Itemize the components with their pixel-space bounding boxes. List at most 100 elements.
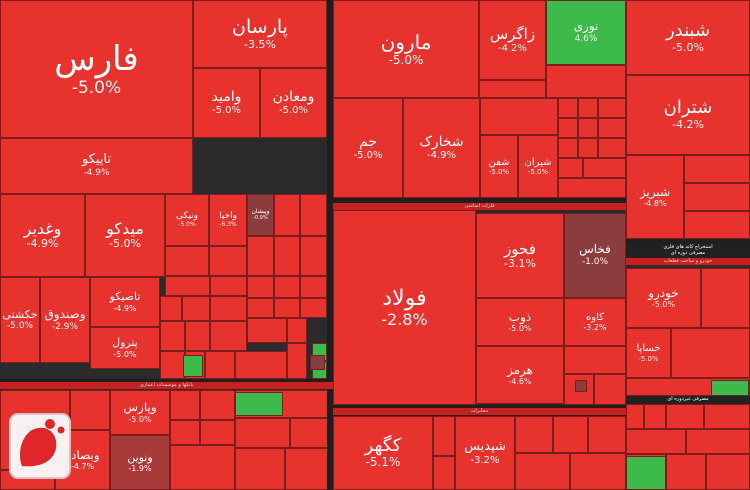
stock-change: -1.0% bbox=[581, 257, 609, 268]
minor-stock-tile bbox=[644, 404, 666, 429]
minor-stock-tile bbox=[170, 445, 235, 490]
stock-tile-vakhaya: واخیا -6.3% bbox=[209, 194, 247, 246]
minor-stock-tile bbox=[570, 453, 626, 490]
stock-tile-fars: فارس -5.0% bbox=[0, 0, 193, 138]
minor-stock-tile bbox=[558, 138, 578, 158]
minor-stock-tile bbox=[583, 158, 626, 178]
minor-stock-tile bbox=[546, 65, 626, 98]
stock-name: وبصادر bbox=[65, 447, 100, 462]
minor-stock-tile bbox=[205, 351, 235, 379]
stock-change: -5.0% bbox=[527, 168, 549, 177]
minor-stock-tile bbox=[310, 355, 325, 370]
stock-name: شبریز bbox=[639, 184, 671, 199]
minor-stock-tile bbox=[300, 298, 327, 318]
minor-stock-tile bbox=[711, 380, 749, 396]
minor-stock-tile bbox=[433, 456, 455, 490]
stock-name: جم bbox=[359, 134, 377, 151]
stock-change: -5.0% bbox=[211, 105, 241, 117]
minor-stock-tile bbox=[210, 296, 247, 321]
stock-tile-zagros: زاگرس -4.2% bbox=[479, 0, 546, 80]
stock-tile-vsandugh: وصندوق -2.9% bbox=[40, 277, 90, 363]
minor-stock-tile bbox=[247, 236, 274, 276]
stock-change: -3.5% bbox=[244, 37, 276, 51]
minor-stock-tile bbox=[480, 98, 558, 135]
minor-stock-tile bbox=[684, 183, 750, 211]
stock-tile-shepdis: شپدیس -3.2% bbox=[455, 416, 515, 490]
stock-name: هرمز bbox=[507, 362, 533, 377]
minor-stock-tile bbox=[70, 390, 110, 430]
stock-name: وامید bbox=[211, 89, 242, 106]
stock-change: -5.0% bbox=[6, 321, 34, 332]
minor-stock-tile bbox=[274, 194, 300, 236]
minor-stock-tile bbox=[588, 416, 626, 453]
stock-change: -3.2% bbox=[470, 454, 500, 466]
stock-tile-zob: ذوب -5.0% bbox=[476, 298, 564, 346]
minor-stock-tile bbox=[285, 448, 333, 490]
minor-stock-tile bbox=[210, 276, 247, 296]
stock-tile-vghadir: وغدیر -4.9% bbox=[0, 194, 85, 277]
sector-divider bbox=[327, 0, 333, 490]
minor-stock-tile bbox=[598, 138, 626, 158]
stock-name: مارون bbox=[380, 29, 432, 54]
minor-stock-tile bbox=[300, 276, 327, 298]
minor-stock-tile bbox=[165, 246, 209, 276]
minor-stock-tile bbox=[200, 390, 235, 420]
stock-name: ومعادن bbox=[272, 89, 315, 106]
sector-label-nondurable: مصرفی غیردوره ای bbox=[626, 396, 750, 404]
stock-name: ونوین bbox=[127, 450, 153, 464]
stock-tile-shafan: شفن -5.0% bbox=[480, 135, 518, 198]
stock-name: ونیکی bbox=[175, 211, 199, 222]
stock-change: -4.7% bbox=[70, 462, 95, 472]
sector-divider bbox=[626, 239, 750, 244]
stock-tile-foolad: فولاد -2.8% bbox=[333, 210, 476, 405]
stock-tile-shatran: شتران -4.2% bbox=[626, 75, 750, 155]
minor-stock-tile bbox=[247, 298, 274, 318]
stock-tile-mideko: میدکو -5.0% bbox=[85, 194, 165, 277]
minor-stock-tile bbox=[684, 155, 750, 183]
stock-tile-shiran: شیران -5.0% bbox=[518, 135, 558, 198]
stock-tile-hekshti: حکشتی -5.0% bbox=[0, 277, 40, 363]
minor-stock-tile bbox=[160, 296, 182, 321]
stock-change: -4.8% bbox=[643, 199, 667, 209]
minor-stock-tile bbox=[666, 404, 704, 429]
sector-label-bank: بانکها و موسسات اعتباری bbox=[0, 382, 333, 389]
minor-stock-tile bbox=[247, 276, 274, 298]
stock-change: -4.2% bbox=[497, 42, 527, 54]
minor-stock-tile bbox=[287, 343, 307, 379]
sector-label-auto: خودرو و ساخت قطعات bbox=[626, 258, 750, 265]
stock-change: -5.0% bbox=[508, 324, 532, 334]
minor-stock-tile bbox=[558, 98, 578, 118]
minor-stock-tile bbox=[160, 321, 185, 351]
stock-change: -5.0% bbox=[178, 220, 196, 228]
stock-tile-kgohar: کگهر -5.1% bbox=[333, 416, 433, 490]
sector-label-tele: مخابرات bbox=[333, 408, 626, 415]
minor-stock-tile bbox=[235, 448, 285, 490]
minor-stock-tile bbox=[558, 178, 626, 198]
stock-name: شتران bbox=[663, 97, 713, 119]
stock-name: فارس bbox=[54, 38, 139, 79]
minor-stock-tile bbox=[160, 351, 185, 379]
stock-change: -4.9% bbox=[83, 168, 110, 179]
minor-stock-tile bbox=[684, 211, 750, 239]
minor-stock-tile bbox=[686, 429, 750, 454]
stock-change: -5.0% bbox=[353, 150, 383, 162]
stock-change: -2.8% bbox=[381, 309, 428, 329]
stock-tile-vmaaden: ومعادن -5.0% bbox=[260, 68, 327, 138]
stock-name: پارسان bbox=[232, 15, 288, 38]
minor-stock-tile bbox=[666, 454, 706, 490]
minor-stock-tile bbox=[671, 328, 750, 378]
stock-change: -5.0% bbox=[651, 300, 676, 310]
stock-name: زاگرس bbox=[489, 24, 536, 43]
minor-stock-tile bbox=[183, 355, 203, 377]
minor-stock-tile bbox=[701, 268, 750, 328]
minor-stock-tile bbox=[626, 456, 666, 490]
sector-label-durable: مصرفی دوره ای bbox=[626, 250, 750, 258]
stock-change: -5.0% bbox=[672, 40, 704, 54]
minor-stock-tile bbox=[235, 351, 287, 379]
sector-label-metals: فلزات اساسی bbox=[333, 203, 626, 210]
minor-stock-tile bbox=[578, 138, 598, 158]
stock-change: -5.0% bbox=[113, 349, 137, 359]
stock-name: واخیا bbox=[219, 211, 237, 222]
stock-tile-petrol: پترول -5.0% bbox=[90, 327, 160, 369]
stock-change: -4.9% bbox=[426, 150, 456, 162]
